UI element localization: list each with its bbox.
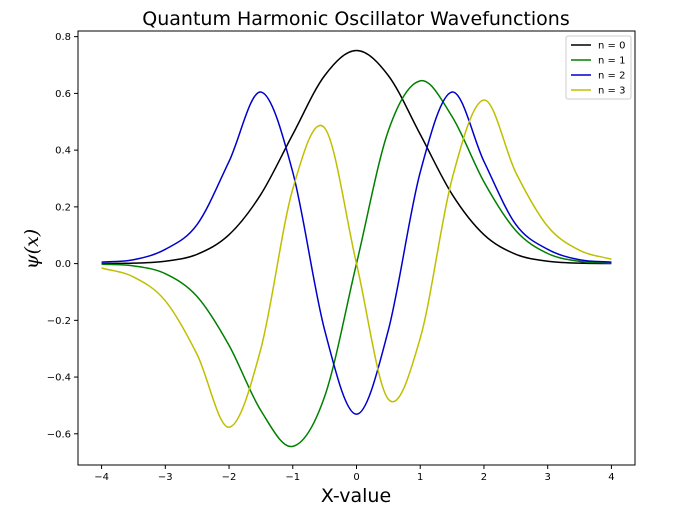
y-tick-label: −0.6 (47, 429, 71, 440)
x-tick-label: 4 (608, 472, 614, 483)
x-tick-label: 2 (481, 472, 487, 483)
x-tick-label: 1 (417, 472, 423, 483)
y-tick-label: 0.6 (55, 89, 71, 100)
x-tick-label: −4 (94, 472, 109, 483)
x-tick-label: 3 (545, 472, 551, 483)
chart-title: Quantum Harmonic Oscillator Wavefunction… (142, 8, 569, 30)
x-tick-label: −2 (222, 472, 237, 483)
y-tick-label: 0.4 (55, 146, 71, 157)
plot-frame (77, 30, 636, 466)
y-tick-label: 0.8 (55, 32, 71, 43)
series-layer (101, 49, 612, 448)
y-axis-ticks: −0.6 −0.4 −0.2 0.0 0.2 0.4 0.6 0.8 (47, 32, 78, 440)
x-axis-label: X-value (321, 485, 391, 507)
legend-label: n = 0 (598, 41, 625, 52)
y-tick-label: −0.4 (47, 373, 71, 384)
x-axis-ticks: −4 −3 −2 −1 0 1 2 3 4 (94, 465, 615, 483)
x-tick-label: −1 (285, 472, 300, 483)
x-tick-label: 0 (353, 472, 359, 483)
legend-label: n = 3 (598, 86, 625, 97)
series-line-n3 (101, 99, 612, 428)
legend-label: n = 2 (598, 71, 625, 82)
y-axis-label: ψ(x) (21, 229, 43, 269)
legend: n = 0 n = 1 n = 2 n = 3 (565, 35, 632, 100)
y-tick-label: 0.0 (55, 259, 71, 270)
series-line-n2 (101, 91, 612, 416)
legend-label: n = 1 (598, 56, 625, 67)
y-tick-label: 0.2 (55, 202, 71, 213)
legend-box (565, 35, 632, 100)
series-line-n0 (101, 49, 612, 265)
x-tick-label: −3 (158, 472, 173, 483)
y-tick-label: −0.2 (47, 316, 71, 327)
